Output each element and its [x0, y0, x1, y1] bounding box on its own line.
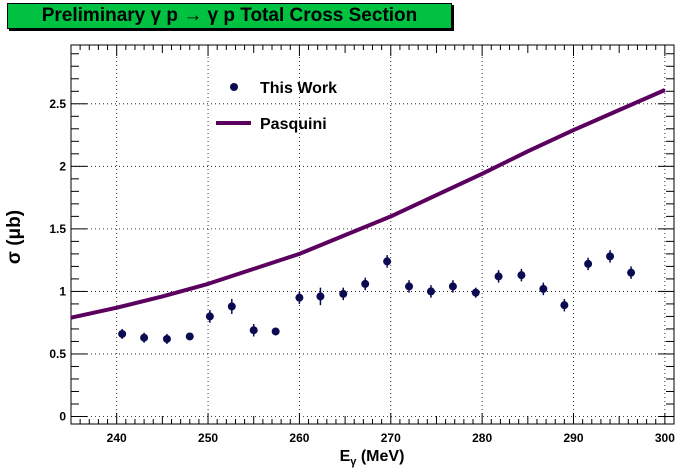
data-point	[316, 287, 325, 306]
data-point	[361, 277, 370, 291]
y-tick-label: 0	[59, 409, 66, 423]
data-point	[494, 270, 503, 283]
data-marker	[185, 332, 194, 341]
data-point	[606, 250, 615, 263]
data-point	[339, 287, 348, 301]
y-tick-label: 2	[59, 159, 66, 173]
data-marker	[295, 293, 304, 302]
data-point	[185, 332, 194, 341]
axis-ticks	[70, 45, 675, 424]
data-marker	[494, 272, 503, 281]
y-tick-label: 2.5	[49, 97, 66, 111]
x-tick-label: 240	[107, 431, 127, 445]
x-tick-label: 280	[472, 431, 492, 445]
x-tick-labels: 240 250 260 270 280 290 300	[107, 431, 676, 445]
grid	[71, 45, 674, 424]
x-tick-label: 290	[563, 431, 583, 445]
x-tick-label: 260	[289, 431, 309, 445]
data-marker	[448, 282, 457, 291]
y-axis-label: σ (μb)	[4, 210, 25, 264]
data-marker	[471, 288, 480, 297]
data-marker	[205, 312, 214, 321]
data-marker	[140, 333, 149, 342]
legend-label-this-work: This Work	[260, 80, 337, 97]
data-point	[584, 257, 593, 271]
data-point	[227, 298, 236, 314]
y-tick-label: 1	[59, 284, 66, 298]
data-point	[162, 333, 171, 344]
pasquini-curve	[70, 88, 666, 320]
data-marker	[361, 279, 370, 288]
data-marker	[118, 329, 127, 338]
y-tick-label: 1.5	[49, 222, 66, 236]
data-point	[405, 280, 414, 293]
pasquini-model	[70, 88, 666, 320]
y-tick-label: 0.5	[49, 347, 66, 361]
data-point	[249, 323, 258, 337]
data-point	[627, 266, 636, 279]
data-point	[426, 285, 435, 298]
legend-marker-this-work	[230, 83, 238, 91]
data-marker	[271, 327, 280, 336]
y-tick-labels: 0 0.5 1 1.5 2 2.5	[49, 97, 66, 424]
data-marker	[339, 289, 348, 298]
data-point	[517, 268, 526, 282]
data-marker	[249, 326, 258, 335]
data-marker	[539, 284, 548, 293]
data-marker	[560, 301, 569, 310]
data-marker	[405, 282, 414, 291]
x-axis-label: Eγ (MeV)	[340, 448, 405, 468]
x-tick-label: 250	[198, 431, 218, 445]
data-point	[539, 282, 548, 296]
x-tick-label: 300	[655, 431, 675, 445]
data-marker	[426, 287, 435, 296]
legend-label-pasquini: Pasquini	[260, 116, 327, 133]
data-point	[140, 332, 149, 343]
data-marker	[517, 271, 526, 280]
data-marker	[162, 334, 171, 343]
data-marker	[584, 259, 593, 268]
data-marker	[227, 302, 236, 311]
plot-frame	[70, 44, 675, 425]
chart-title: Preliminary γ p → γ p Total Cross Sectio…	[7, 3, 452, 29]
legend: This Work Pasquini	[216, 80, 337, 133]
data-point	[560, 298, 569, 312]
data-point	[205, 310, 214, 323]
data-point	[383, 255, 392, 268]
x-tick-label: 270	[381, 431, 401, 445]
data-point	[448, 280, 457, 293]
data-marker	[627, 268, 636, 277]
data-point	[471, 287, 480, 298]
data-marker	[316, 292, 325, 301]
data-point	[295, 291, 304, 304]
data-marker	[606, 252, 615, 261]
data-point	[118, 328, 127, 339]
data-point	[271, 327, 280, 336]
this-work-data	[118, 250, 636, 344]
data-marker	[383, 257, 392, 266]
